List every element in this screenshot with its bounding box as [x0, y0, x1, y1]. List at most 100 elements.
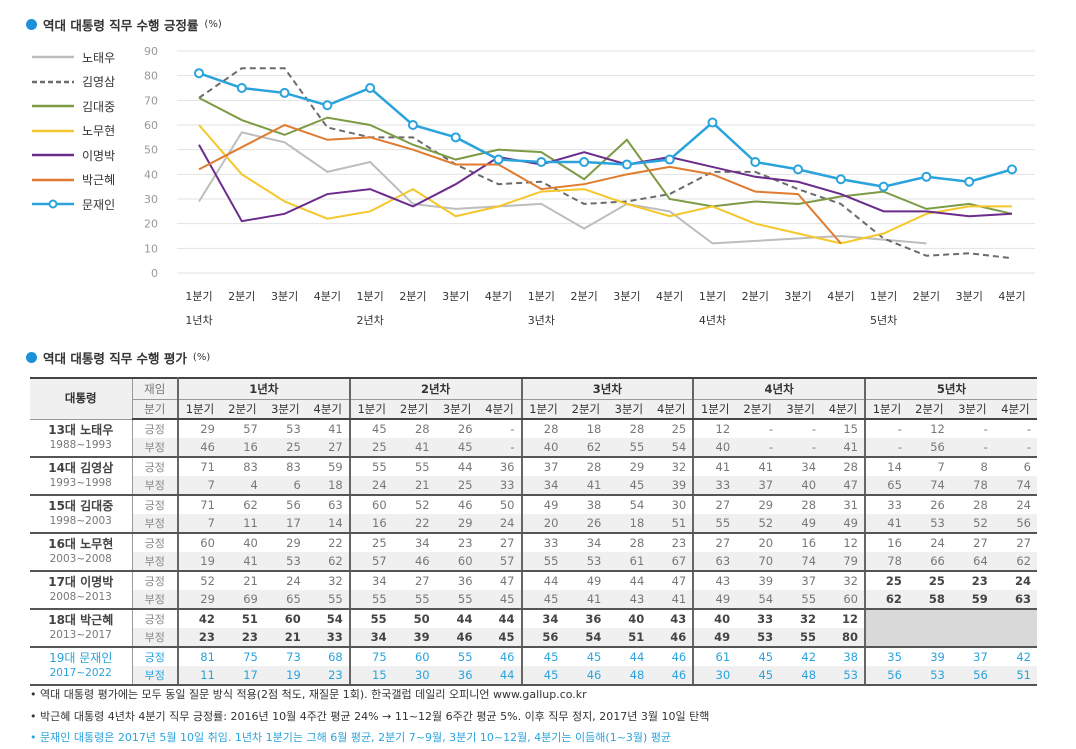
x-tick-label: 1분기 — [185, 290, 212, 303]
header-quarter-cell: 1분기 — [348, 399, 393, 420]
y-tick-label: 60 — [144, 119, 158, 132]
value-cell: 22 — [328, 535, 343, 550]
value-cell: 26 — [564, 514, 608, 534]
value-cell: 24 — [286, 573, 301, 588]
value-cell: 45 — [520, 666, 565, 686]
value-cell: 25 — [263, 438, 307, 458]
value-cell: 34 — [586, 535, 602, 550]
value-cell: 79 — [822, 552, 865, 572]
table-row: 부정 7 11 17 14 16 22 29 24 20 26 18 51 55 52 49 49 41 53 52 5… — [30, 514, 1037, 534]
value-cell: 16 — [864, 533, 908, 552]
legend-label: 김대중 — [82, 99, 116, 114]
value-cell: 24 — [478, 514, 522, 534]
value-cell: 55 — [306, 590, 350, 610]
legend-label: 박근혜 — [82, 173, 116, 188]
value-cell: 34 — [348, 628, 393, 648]
value-cell: 63 — [993, 590, 1037, 610]
term-years: 2008~2013 — [49, 591, 112, 603]
value-cell: 28 — [801, 497, 817, 512]
value-cell: 39 — [930, 649, 945, 664]
header-quarter-cell: 1분기 — [692, 399, 737, 420]
value-cell: 33 — [757, 611, 774, 626]
value-cell: 55 — [348, 457, 393, 476]
value-cell: 73 — [286, 649, 301, 664]
y-tick-label: 80 — [144, 70, 158, 83]
value-cell: 53 — [907, 666, 951, 686]
header-quarter-cell: 3분기 — [950, 399, 994, 420]
value-cell: 27 — [692, 533, 737, 552]
legend-item: 노태우 — [30, 45, 115, 70]
value-cell: 27 — [1016, 535, 1031, 550]
value-cell: 43 — [670, 611, 687, 626]
header-quarter-cell: 3분기 — [779, 399, 823, 420]
value-cell: 42 — [801, 649, 817, 664]
value-cell: 20 — [758, 535, 774, 550]
value-cell: 40 — [628, 611, 645, 626]
x-tick-label: 3분기 — [956, 290, 983, 303]
x-tick-label: 2분기 — [228, 290, 255, 303]
value-cell: 59 — [328, 459, 343, 474]
president-name: 16대 노무현 — [48, 537, 114, 551]
legend-label: 김영삼 — [82, 75, 116, 90]
value-cell: 75 — [348, 647, 393, 666]
data-point — [279, 87, 290, 98]
value-cell: 35 — [864, 647, 908, 666]
value-cell: 23 — [457, 535, 473, 550]
x-tick-label: 3분기 — [442, 290, 469, 303]
value-cell: 33 — [306, 628, 350, 648]
legend-item: 박근혜 — [30, 168, 115, 193]
president-name: 18대 박근혜 — [48, 613, 114, 627]
term-years: 2013~2017 — [49, 629, 112, 641]
value-cell: 30 — [671, 497, 687, 512]
president-name: 19대 문재인 — [49, 651, 113, 665]
value-cell: 50 — [499, 497, 515, 512]
value-cell: 18 — [306, 476, 350, 496]
value-cell: 19 — [263, 666, 307, 686]
data-point — [407, 120, 418, 130]
value-cell: 78 — [950, 476, 994, 496]
data-point — [536, 157, 547, 167]
value-cell: 34 — [520, 609, 565, 628]
value-cell: 24 — [348, 476, 393, 496]
value-cell: 60 — [822, 590, 865, 610]
value-cell: 55 — [414, 459, 430, 474]
neg-label: 부정 — [132, 552, 179, 572]
value-cell: - — [811, 421, 817, 436]
value-cell: 23 — [971, 573, 988, 588]
value-cell: 36 — [585, 611, 602, 626]
value-cell: 55 — [457, 649, 473, 664]
term-years: 2003~2008 — [49, 553, 112, 565]
x-tick-label: 3분기 — [613, 290, 640, 303]
value-cell: 8 — [980, 459, 988, 474]
chart-title: 역대 대통령 직무 수행 긍정률 (%) — [26, 15, 222, 34]
value-cell: 32 — [671, 459, 687, 474]
x-tick-label: 4분기 — [485, 290, 512, 303]
data-point — [664, 154, 675, 165]
value-cell: 7 — [177, 476, 221, 496]
value-cell: 81 — [177, 647, 221, 666]
value-cell: 41 — [692, 457, 737, 476]
value-cell: 83 — [286, 459, 301, 474]
value-cell: 53 — [263, 552, 307, 572]
value-cell: 43 — [692, 571, 737, 590]
value-cell: 37 — [801, 573, 817, 588]
value-cell: - — [779, 438, 823, 458]
value-cell: 55 — [607, 438, 651, 458]
value-cell: 53 — [286, 421, 301, 436]
value-cell: - — [864, 438, 908, 458]
value-cell: 19 — [177, 552, 221, 572]
value-cell: 25 — [348, 533, 393, 552]
value-cell: 28 — [586, 459, 602, 474]
y-tick-label: 30 — [144, 193, 158, 206]
value-cell: 33 — [692, 476, 737, 496]
year-label: 3년차 — [528, 314, 555, 327]
value-cell: 41 — [758, 459, 774, 474]
data-point — [621, 159, 632, 170]
value-cell: - — [864, 419, 908, 438]
president-cell: 16대 노무현 2003~2008 — [30, 533, 133, 572]
value-cell: 64 — [950, 552, 994, 572]
value-cell: 34 — [801, 459, 817, 474]
value-cell: 46 — [499, 649, 515, 664]
value-cell: 46 — [564, 666, 608, 686]
term-years: 1993~1998 — [49, 477, 112, 489]
